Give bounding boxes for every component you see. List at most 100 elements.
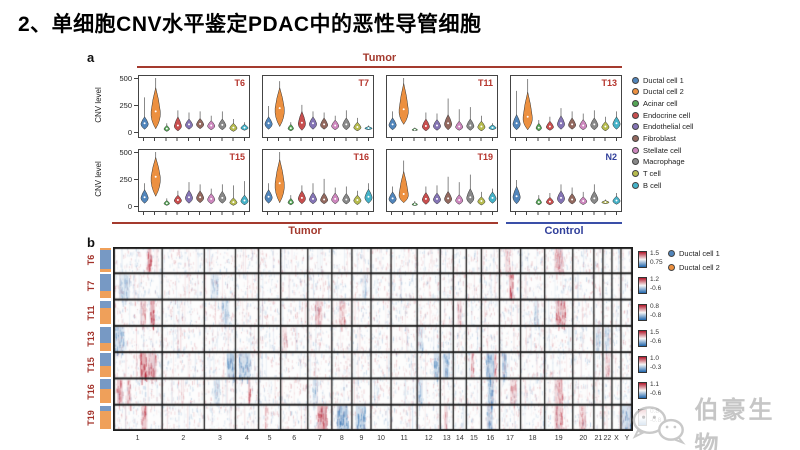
slide-title: 2、单细胞CNV水平鉴定PDAC中的恶性导管细胞 xyxy=(18,13,482,36)
colorbar-min-T6: 0.75 xyxy=(650,259,663,266)
legend-item-endocrine-cell: Endocrine cell xyxy=(632,110,690,120)
legend-item-b-cell: B cell xyxy=(632,180,661,190)
annotation-bar-T11 xyxy=(100,300,111,325)
colorbar-min-T16: -0.6 xyxy=(650,390,662,398)
legend-swatch xyxy=(668,263,675,271)
legend-label: T cell xyxy=(643,169,661,179)
colorbar-T6 xyxy=(638,251,647,268)
legend-swatch xyxy=(632,158,639,166)
annotation-segment-ductal2 xyxy=(100,269,111,272)
legend-label: Ductal cell 2 xyxy=(679,262,720,272)
colorbar-min-T11: -0.8 xyxy=(650,311,662,319)
x-tick-marks xyxy=(262,212,374,215)
annotation-bar-T19 xyxy=(100,405,111,430)
sample-label-T15: T15 xyxy=(229,152,245,162)
cnv-level-axis-label: CNV level xyxy=(94,161,103,197)
colorbar-min-T15: -0.3 xyxy=(650,364,662,372)
legend-label: Ductal cell 1 xyxy=(679,248,720,258)
legend-label: Endothelial cell xyxy=(643,122,694,132)
chromosome-label-4: 4 xyxy=(245,435,249,442)
y-tick-label: 500 xyxy=(119,74,132,83)
panel-a-label: a xyxy=(87,50,95,65)
y-tick-mark xyxy=(134,179,138,180)
legend-label: Macrophage xyxy=(643,157,685,167)
cnv-level-axis-label: CNV level xyxy=(94,87,103,123)
chromosome-label-16: 16 xyxy=(486,435,495,442)
chromosome-label-22: 22 xyxy=(603,435,612,442)
x-tick-marks xyxy=(510,212,622,215)
chromosome-label-6: 6 xyxy=(292,435,297,442)
violin-subplot-T11: T11 xyxy=(386,75,498,138)
legend-swatch xyxy=(632,181,639,189)
control-group-label: Control xyxy=(544,225,584,237)
y-tick-label: 500 xyxy=(119,148,132,157)
watermark: 伯豪生物 xyxy=(628,390,800,450)
legend-swatch xyxy=(632,99,639,107)
x-tick-marks xyxy=(262,138,374,141)
violin-subplot-T13: T13 xyxy=(510,75,622,138)
chromosome-label-20: 20 xyxy=(579,435,588,442)
legend-swatch xyxy=(668,249,675,257)
x-tick-marks xyxy=(138,138,250,141)
annotation-segment-ductal2 xyxy=(100,366,111,377)
y-tick-mark xyxy=(134,152,138,153)
colorbar-min-T13: -0.6 xyxy=(650,337,662,345)
watermark-text: 伯豪生物 xyxy=(694,397,776,450)
legend-label: Acinar cell xyxy=(643,98,678,108)
tumor-group-line-top xyxy=(137,66,622,68)
y-tick-label: 0 xyxy=(127,202,132,211)
legend-item-t-cell: T cell xyxy=(632,169,661,179)
colorbar-max-T11: 0.8 xyxy=(650,302,660,310)
chromosome-label-Y: Y xyxy=(624,435,630,442)
annotation-bar-T7 xyxy=(100,274,111,299)
legend-label: B cell xyxy=(643,180,662,190)
y-tick-label: 250 xyxy=(119,175,132,184)
heatmap-row-label-T19: T19 xyxy=(86,410,96,426)
chromosome-label-21: 21 xyxy=(594,435,603,442)
panel-b-label: b xyxy=(87,235,95,250)
y-tick-mark xyxy=(134,105,138,106)
wechat-icon xyxy=(632,406,686,445)
annotation-segment-ductal2 xyxy=(100,410,111,430)
annotation-bar-T6 xyxy=(100,248,111,272)
chromosome-label-14: 14 xyxy=(455,435,464,442)
legend-item-ductal-cell-2: Ductal cell 2 xyxy=(632,87,684,97)
annotation-segment-ductal1 xyxy=(100,250,111,270)
chromosome-label-11: 11 xyxy=(400,435,408,442)
colorbar-T7 xyxy=(638,277,647,295)
sample-label-T16: T16 xyxy=(353,152,369,162)
annotation-segment-ductal1 xyxy=(100,274,111,292)
control-group-line xyxy=(506,222,622,224)
annotation-bar-T15 xyxy=(100,353,111,377)
annotation-segment-ductal1 xyxy=(100,300,111,308)
x-tick-marks xyxy=(386,212,498,215)
y-tick-mark xyxy=(134,132,138,133)
annotation-segment-ductal2 xyxy=(100,388,111,404)
violin-subplot-T19: T19 xyxy=(386,149,498,212)
legend-swatch xyxy=(632,123,639,131)
chromosome-label-X: X xyxy=(614,435,619,442)
heatmap-legend-item-ductal-cell-1: Ductal cell 1 xyxy=(668,248,720,258)
colorbar-max-T13: 1.5 xyxy=(650,328,660,336)
annotation-segment-ductal2 xyxy=(100,291,111,299)
annotation-segment-ductal1 xyxy=(100,405,111,411)
chromosome-label-12: 12 xyxy=(424,435,433,442)
sample-label-T6: T6 xyxy=(234,78,245,88)
annotation-bar-T16 xyxy=(100,379,111,404)
x-tick-marks xyxy=(386,138,498,141)
colorbar-T16 xyxy=(638,382,647,400)
cnv-heatmap xyxy=(113,247,633,436)
legend-swatch xyxy=(632,135,639,142)
legend-item-endothelial-cell: Endothelial cell xyxy=(632,122,693,132)
colorbar-min-T7: -0.6 xyxy=(650,285,662,293)
chromosome-label-18: 18 xyxy=(528,435,537,442)
sample-label-N2: N2 xyxy=(605,152,617,162)
annotation-segment-ductal2 xyxy=(100,307,111,325)
colorbar-max-T16: 1.1 xyxy=(650,381,660,389)
legend-swatch xyxy=(632,88,639,96)
chromosome-label-13: 13 xyxy=(442,435,451,442)
chromosome-label-7: 7 xyxy=(317,435,322,442)
legend-label: Ductal cell 1 xyxy=(643,75,684,85)
tumor-group-label-bottom: Tumor xyxy=(288,225,322,237)
legend-item-acinar-cell: Acinar cell xyxy=(632,98,678,108)
